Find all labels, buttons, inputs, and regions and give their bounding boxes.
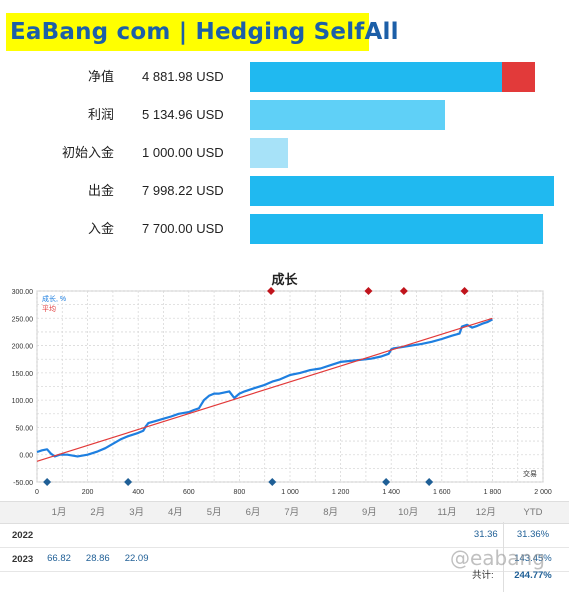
x-tick-label: 600 xyxy=(183,489,195,496)
summary-bar-deficit xyxy=(502,62,535,92)
ytd-header: YTD xyxy=(523,507,543,518)
growth-chart: 300.00 250.00 200.00 150.00 100.00 50.00 0.00 -… xyxy=(12,287,552,496)
total-value: 244.77% xyxy=(514,570,552,581)
summary-bar xyxy=(250,176,554,206)
summary-row: 净值 4 881.98 USD xyxy=(0,62,569,92)
watermark: @eabang xyxy=(450,546,545,570)
month-header: 5月 xyxy=(206,507,222,518)
x-tick-label: 200 xyxy=(82,489,94,496)
month-header: 2月 xyxy=(90,507,106,518)
month-header: 8月 xyxy=(323,507,338,518)
legend-entry: 平均 xyxy=(42,304,56,313)
chart-title: 成长 xyxy=(271,272,298,287)
table-row: 2022 31.36 31.36% xyxy=(0,524,569,548)
page-title: EaBang com | Hedging SelfAll xyxy=(10,19,399,45)
x-tick-label: 800 xyxy=(234,489,246,496)
bottom-marker xyxy=(43,478,52,486)
ytd-value: 31.36% xyxy=(516,529,550,540)
month-header: 3月 xyxy=(129,507,144,518)
ytd-divider xyxy=(503,522,504,592)
month-header: 9月 xyxy=(361,507,377,518)
table-header: YTD 1月 2月 3月 4月 5月 6月 7月 8月 9月 10月 11月 12月 xyxy=(0,501,569,524)
month-header: 10月 xyxy=(398,507,419,518)
legend-entry: 成长, % xyxy=(42,294,66,303)
y-tick-label: 50.00 xyxy=(15,425,33,432)
bottom-marker xyxy=(268,478,277,486)
x-tick-label: 1 400 xyxy=(382,489,400,496)
bottom-marker xyxy=(124,478,133,486)
month-header: 1月 xyxy=(51,507,67,518)
x-tick-label: 1 200 xyxy=(332,489,350,496)
top-marker xyxy=(460,287,469,295)
y-tick-label: 200.00 xyxy=(12,344,34,351)
total-label: 共计: xyxy=(472,570,494,581)
ytd-value: 143.45% xyxy=(514,553,552,564)
summary-row: 出金 7 998.22 USD xyxy=(0,176,569,206)
summary-value: 1 000.00 USD xyxy=(142,145,224,160)
y-tick-label: 100.00 xyxy=(12,398,34,405)
month-value: 31.36 xyxy=(473,529,498,540)
summary-label: 出金 xyxy=(87,183,114,198)
summary-row: 入金 7 700.00 USD xyxy=(0,214,569,244)
y-tick-label: 300.00 xyxy=(12,289,34,296)
x-axis-label: 交易 xyxy=(523,469,537,478)
top-marker xyxy=(267,287,276,295)
summary-label: 入金 xyxy=(87,221,114,236)
summary-label: 初始入金 xyxy=(61,145,114,160)
x-tick-label: 1 000 xyxy=(281,489,299,496)
month-header: 12月 xyxy=(475,507,496,518)
summary-label: 净值 xyxy=(87,69,114,84)
summary-row: 初始入金 1 000.00 USD xyxy=(0,138,569,168)
month-value: 28.86 xyxy=(85,553,110,564)
summary-value: 7 700.00 USD xyxy=(142,221,224,236)
x-tick-label: 2 000 xyxy=(534,489,552,496)
summary-bar xyxy=(250,214,543,244)
year-label: 2022 xyxy=(12,530,34,541)
month-header: 4月 xyxy=(167,507,183,518)
summary-bar xyxy=(250,138,288,168)
top-marker xyxy=(364,287,373,295)
month-value: 22.09 xyxy=(124,553,149,564)
y-tick-label: -50.00 xyxy=(13,480,33,487)
y-tick-label: 150.00 xyxy=(12,371,34,378)
bottom-marker xyxy=(425,478,434,486)
summary-bar xyxy=(250,62,502,92)
x-tick-label: 400 xyxy=(132,489,144,496)
y-tick-label: 250.00 xyxy=(12,316,34,323)
month-header: 7月 xyxy=(284,507,300,518)
top-marker xyxy=(399,287,408,295)
x-tick-label: 0 xyxy=(35,489,39,496)
summary-value: 7 998.22 USD xyxy=(142,183,224,198)
table-row: 2023 66.82 28.86 22.09 143.45% xyxy=(0,548,569,572)
x-tick-label: 1 600 xyxy=(433,489,451,496)
summary-row: 利润 5 134.96 USD xyxy=(0,100,569,130)
y-tick-label: 0.00 xyxy=(19,453,33,460)
summary-bar xyxy=(250,100,445,130)
month-value: 66.82 xyxy=(47,553,71,564)
summary-value: 5 134.96 USD xyxy=(142,107,224,122)
x-tick-label: 1 800 xyxy=(484,489,502,496)
month-header: 6月 xyxy=(245,507,261,518)
header-banner: EaBang com | Hedging SelfAll xyxy=(6,13,398,51)
month-header: 11月 xyxy=(437,507,457,518)
monthly-table: YTD 1月 2月 3月 4月 5月 6月 7月 8月 9月 10月 11月 12月 2022 31.3… xyxy=(0,501,569,572)
summary-value: 4 881.98 USD xyxy=(142,69,224,84)
bottom-marker xyxy=(382,478,391,486)
table-body: 2022 31.36 31.36% 2023 66.82 28.86 22.09 143.45… xyxy=(0,524,569,572)
summary-label: 利润 xyxy=(87,107,114,122)
year-label: 2023 xyxy=(12,554,34,565)
growth-series-line xyxy=(36,318,493,458)
average-series-line xyxy=(36,317,493,462)
